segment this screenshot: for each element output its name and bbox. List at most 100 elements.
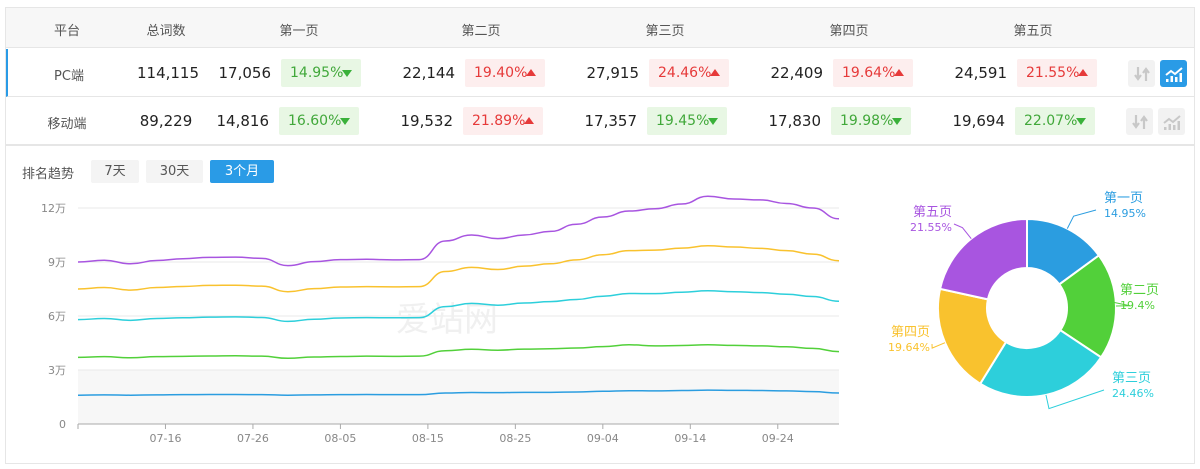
- page-cell: 24,591 21.55%: [937, 59, 1097, 87]
- bar-chart-icon: [1162, 114, 1181, 130]
- trend-chart-button[interactable]: [1158, 108, 1185, 135]
- page-count: 22,409: [770, 64, 824, 82]
- page-count: 22,144: [402, 64, 456, 82]
- percent-badge: 16.60%: [279, 107, 359, 135]
- series-line-1: [77, 389, 840, 396]
- pie-label-name: 第一页: [1104, 191, 1143, 206]
- arrow-up-icon: [524, 117, 534, 124]
- percent-value: 24.46%: [658, 65, 712, 81]
- pie-label-name: 第四页: [891, 325, 930, 340]
- page-cell: 17,056 14.95%: [201, 59, 361, 87]
- page-cell: 27,915 24.46%: [569, 59, 729, 87]
- platform-label: PC端: [54, 69, 84, 84]
- series-line-3: [77, 290, 840, 323]
- page-count: 17,357: [584, 112, 638, 130]
- trend-panel: 排名趋势 7天 30天 3个月 0 3万 6万 9万 12万 07-16 07-26 08-05 0…: [5, 146, 1195, 464]
- total-count: 89,229: [139, 112, 193, 130]
- x-tick-label: 08-05: [324, 432, 356, 445]
- percent-value: 21.55%: [1026, 65, 1080, 81]
- pie-label-value: 24.46%: [1112, 387, 1154, 400]
- pie-leader-line: [931, 342, 946, 349]
- x-tick-label: 08-15: [412, 432, 444, 445]
- page-count: 17,056: [218, 64, 272, 82]
- sort-arrows-icon: [1131, 114, 1148, 129]
- range-button[interactable]: 30天: [146, 160, 203, 183]
- arrow-down-icon: [340, 118, 350, 125]
- pie-label-name: 第二页: [1120, 283, 1159, 298]
- column-header: 总词数: [146, 24, 186, 39]
- percent-value: 21.89%: [472, 113, 526, 129]
- total-count: 114,115: [136, 64, 200, 82]
- table-header: 平台 总词数 第一页 第二页 第三页 第四页 第五页: [6, 8, 1194, 48]
- arrow-up-icon: [710, 69, 720, 76]
- percent-badge: 24.46%: [649, 59, 729, 87]
- sort-button[interactable]: [1128, 60, 1155, 87]
- series-line-2: [77, 344, 840, 360]
- page-cell: 19,694 22.07%: [935, 107, 1095, 135]
- page-cell: 22,144 19.40%: [385, 59, 545, 87]
- arrow-up-icon: [526, 69, 536, 76]
- table-row[interactable]: 移动端 89,229 14,816 16.60% 19,532 21.89% 17,357 1…: [6, 97, 1194, 145]
- percent-value: 19.40%: [474, 65, 528, 81]
- pie-label-name: 第五页: [913, 205, 952, 220]
- table-row[interactable]: PC端 114,115 17,056 14.95% 22,144 19.40% 27,915…: [6, 49, 1194, 97]
- bar-chart-icon: [1164, 66, 1183, 82]
- page-count: 19,532: [400, 112, 454, 130]
- page-count: 14,816: [216, 112, 270, 130]
- arrow-up-icon: [894, 69, 904, 76]
- y-tick-label: 3万: [48, 364, 66, 377]
- percent-value: 22.07%: [1024, 113, 1078, 129]
- y-tick-label: 6万: [48, 310, 66, 323]
- percent-value: 19.64%: [842, 65, 896, 81]
- percent-badge: 19.98%: [831, 107, 911, 135]
- page-count: 24,591: [954, 64, 1008, 82]
- column-header: 第四页: [829, 24, 869, 39]
- pie-label-value: 14.95%: [1104, 207, 1146, 220]
- pie-label-value: 19.4%: [1120, 299, 1155, 312]
- platform-label: 移动端: [47, 117, 87, 132]
- pie-leader-line: [1066, 209, 1097, 229]
- arrow-down-icon: [892, 118, 902, 125]
- pie-label-name: 第三页: [1112, 371, 1151, 386]
- page-cell: 17,830 19.98%: [751, 107, 911, 135]
- pie-slice[interactable]: [978, 328, 1103, 398]
- percent-badge: 19.40%: [465, 59, 545, 87]
- arrow-down-icon: [708, 118, 718, 125]
- percent-badge: 21.89%: [463, 107, 543, 135]
- page-cell: 19,532 21.89%: [383, 107, 543, 135]
- x-tick-label: 09-24: [762, 432, 794, 445]
- shaded-band: [78, 370, 839, 424]
- pie-label-value: 19.64%: [888, 341, 930, 354]
- arrow-down-icon: [1076, 118, 1086, 125]
- percent-value: 14.95%: [290, 65, 344, 81]
- pie-label-value: 21.55%: [910, 221, 952, 234]
- trend-chart: 0 3万 6万 9万 12万 07-16 07-26 08-05 08-15 08-25 09-04…: [41, 191, 1159, 445]
- percent-badge: 21.55%: [1017, 59, 1097, 87]
- pie-leader-line: [1045, 389, 1105, 410]
- x-tick-label: 08-25: [499, 432, 531, 445]
- arrow-up-icon: [1078, 69, 1088, 76]
- percent-value: 19.45%: [656, 113, 710, 129]
- column-header: 第一页: [279, 24, 319, 39]
- trend-chart-button[interactable]: [1160, 60, 1187, 87]
- page-cell: 14,816 16.60%: [199, 107, 359, 135]
- sort-button[interactable]: [1126, 108, 1153, 135]
- pie-leader-line: [1111, 301, 1131, 307]
- column-header: 第二页: [461, 24, 501, 39]
- x-tick-label: 09-04: [587, 432, 619, 445]
- column-header: 平台: [53, 24, 81, 39]
- x-tick-label: 07-16: [149, 432, 181, 445]
- series-line-4: [77, 245, 840, 293]
- x-tick-label: 07-26: [237, 432, 269, 445]
- range-button[interactable]: 7天: [91, 160, 139, 183]
- percent-badge: 14.95%: [281, 59, 361, 87]
- series-line-5: [77, 195, 840, 267]
- range-button[interactable]: 3个月: [210, 160, 274, 183]
- y-tick-label: 12万: [41, 202, 66, 215]
- pie-leader-line: [953, 223, 972, 239]
- percent-badge: 19.64%: [833, 59, 913, 87]
- page-count: 17,830: [768, 112, 822, 130]
- y-tick-label: 9万: [48, 256, 66, 269]
- y-tick-label: 0: [59, 418, 66, 431]
- pie-slice[interactable]: [938, 217, 1028, 301]
